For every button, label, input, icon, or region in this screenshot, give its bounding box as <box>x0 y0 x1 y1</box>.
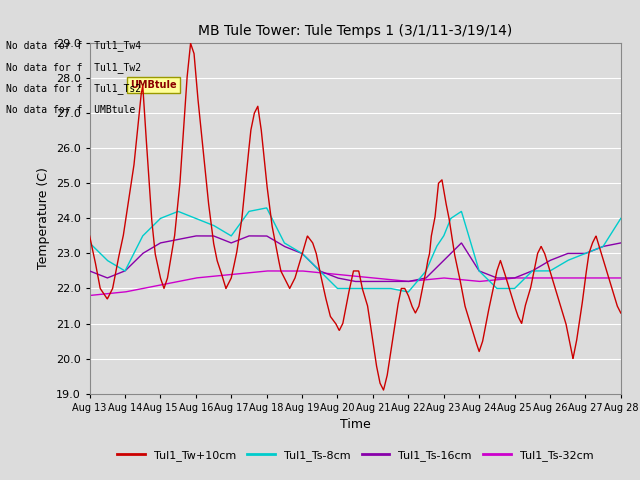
X-axis label: Time: Time <box>340 418 371 431</box>
Legend: Tul1_Tw+10cm, Tul1_Ts-8cm, Tul1_Ts-16cm, Tul1_Ts-32cm: Tul1_Tw+10cm, Tul1_Ts-8cm, Tul1_Ts-16cm,… <box>113 445 598 465</box>
Y-axis label: Temperature (C): Temperature (C) <box>37 168 50 269</box>
Text: No data for f  Tul1_Tw2: No data for f Tul1_Tw2 <box>6 61 141 72</box>
Text: UMBtule: UMBtule <box>130 80 177 90</box>
Text: No data for f  Tul1_Tw4: No data for f Tul1_Tw4 <box>6 40 141 51</box>
Title: MB Tule Tower: Tule Temps 1 (3/1/11-3/19/14): MB Tule Tower: Tule Temps 1 (3/1/11-3/19… <box>198 24 513 38</box>
Text: No data for f  UMBtule: No data for f UMBtule <box>6 105 136 115</box>
Text: No data for f  Tul1_Ts2: No data for f Tul1_Ts2 <box>6 83 141 94</box>
